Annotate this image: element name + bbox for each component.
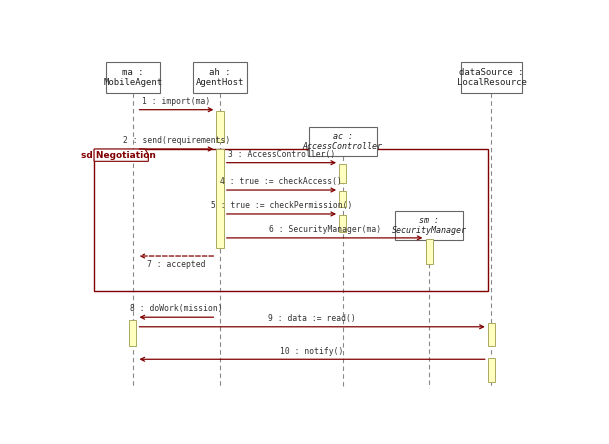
Text: 7 : accepted: 7 : accepted [147, 260, 206, 269]
FancyBboxPatch shape [339, 214, 347, 232]
FancyBboxPatch shape [216, 111, 224, 142]
Text: 5 : true := checkPermission(): 5 : true := checkPermission() [211, 201, 352, 210]
Text: sm :
SecurityManager: sm : SecurityManager [392, 216, 466, 235]
Text: ac :
AccessController: ac : AccessController [303, 132, 383, 151]
Text: sd Negotiation: sd Negotiation [81, 151, 156, 160]
Text: 8 : doWork(mission): 8 : doWork(mission) [130, 305, 223, 313]
FancyBboxPatch shape [105, 62, 160, 93]
FancyBboxPatch shape [426, 238, 433, 264]
FancyBboxPatch shape [339, 191, 347, 207]
Text: dataSource :
LocalResource: dataSource : LocalResource [457, 67, 526, 87]
Text: 10 : notify(): 10 : notify() [280, 346, 344, 356]
FancyBboxPatch shape [193, 62, 247, 93]
Polygon shape [94, 149, 149, 161]
FancyBboxPatch shape [395, 211, 463, 240]
Text: 4 : true := checkAccess(): 4 : true := checkAccess() [220, 177, 342, 186]
FancyBboxPatch shape [488, 357, 495, 382]
Text: 2 : send(requirements): 2 : send(requirements) [123, 136, 230, 145]
Text: ma :
MobileAgent: ma : MobileAgent [103, 67, 163, 87]
Text: 9 : data := read(): 9 : data := read() [268, 314, 356, 323]
FancyBboxPatch shape [461, 62, 522, 93]
FancyBboxPatch shape [339, 164, 347, 183]
FancyBboxPatch shape [216, 149, 224, 248]
Text: ah :
AgentHost: ah : AgentHost [196, 67, 244, 87]
FancyBboxPatch shape [488, 323, 495, 345]
Text: 6 : SecurityManager(ma): 6 : SecurityManager(ma) [269, 225, 381, 234]
FancyBboxPatch shape [309, 127, 377, 156]
Text: 1 : import(ma): 1 : import(ma) [143, 97, 211, 106]
Text: 3 : AccessController(): 3 : AccessController() [228, 150, 335, 159]
FancyBboxPatch shape [129, 320, 136, 345]
